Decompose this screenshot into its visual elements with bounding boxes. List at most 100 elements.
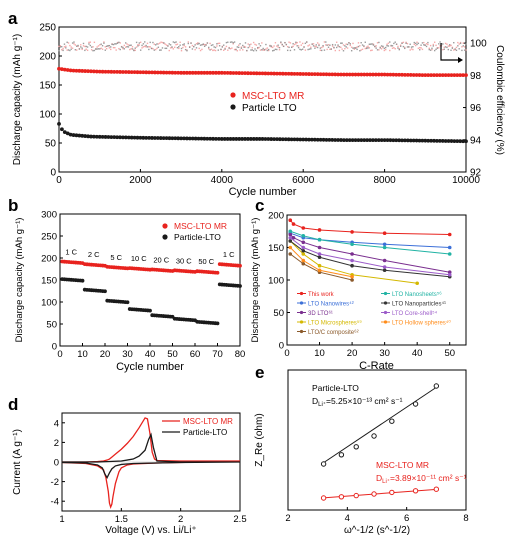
data-point bbox=[121, 135, 125, 140]
data-point bbox=[315, 137, 320, 142]
efficiency-point bbox=[398, 48, 401, 51]
data-point bbox=[135, 70, 140, 75]
efficiency-point bbox=[353, 48, 356, 50]
efficiency-point bbox=[386, 45, 388, 47]
efficiency-point bbox=[401, 42, 403, 45]
x-tick-label: 6000 bbox=[292, 175, 315, 186]
rate-label: 10 C bbox=[131, 254, 147, 263]
efficiency-point bbox=[105, 48, 108, 50]
data-point bbox=[350, 138, 355, 143]
efficiency-point bbox=[257, 47, 259, 50]
efficiency-point bbox=[447, 45, 450, 47]
efficiency-point bbox=[318, 43, 320, 46]
data-point bbox=[158, 70, 163, 75]
data-point bbox=[129, 70, 134, 75]
efficiency-point bbox=[63, 43, 66, 45]
efficiency-point bbox=[108, 47, 111, 49]
efficiency-point bbox=[397, 45, 399, 48]
x-tick-label: 40 bbox=[145, 349, 156, 360]
efficiency-point bbox=[92, 49, 94, 52]
data-point bbox=[371, 72, 375, 77]
efficiency-point bbox=[458, 48, 460, 50]
data-point bbox=[443, 73, 448, 78]
data-point bbox=[141, 70, 146, 75]
data-point bbox=[238, 284, 242, 288]
efficiency-point bbox=[306, 41, 308, 43]
efficiency-point bbox=[159, 49, 161, 51]
efficiency-point bbox=[348, 42, 350, 44]
efficiency-point bbox=[191, 44, 194, 47]
efficiency-point bbox=[243, 45, 245, 48]
data-point bbox=[350, 230, 354, 234]
efficiency-point bbox=[138, 42, 141, 44]
efficiency-point bbox=[78, 48, 81, 50]
data-point bbox=[246, 137, 250, 141]
data-point bbox=[388, 72, 393, 77]
efficiency-point bbox=[419, 49, 421, 51]
y-tick-label: 250 bbox=[39, 23, 56, 34]
efficiency-point bbox=[84, 49, 86, 52]
y-axis-label: Discharge capacity (mAh g⁻¹) bbox=[14, 218, 25, 343]
efficiency-point bbox=[412, 48, 414, 51]
efficiency-point bbox=[429, 44, 432, 47]
efficiency-point bbox=[214, 49, 217, 52]
data-point bbox=[109, 135, 114, 139]
data-point bbox=[132, 70, 137, 75]
data-point bbox=[301, 72, 306, 76]
data-point bbox=[288, 235, 293, 240]
data-point bbox=[403, 72, 407, 77]
y-tick-label: 250 bbox=[41, 232, 57, 243]
data-point bbox=[138, 70, 143, 75]
data-point bbox=[433, 383, 440, 389]
rate-label: 50 C bbox=[198, 257, 214, 266]
efficiency-point bbox=[346, 43, 349, 46]
data-point bbox=[153, 136, 157, 140]
efficiency-point bbox=[134, 49, 136, 52]
efficiency-point bbox=[315, 46, 317, 48]
efficiency-point bbox=[458, 43, 460, 45]
efficiency-point bbox=[389, 41, 391, 43]
efficiency-point bbox=[82, 42, 85, 45]
efficiency-point bbox=[410, 48, 413, 50]
data-point bbox=[288, 245, 293, 250]
efficiency-point bbox=[199, 44, 202, 46]
efficiency-point bbox=[399, 44, 402, 46]
data-point bbox=[150, 136, 154, 140]
efficiency-point bbox=[197, 42, 199, 44]
efficiency-point bbox=[252, 41, 255, 44]
data-point bbox=[368, 72, 372, 77]
efficiency-point bbox=[278, 46, 281, 49]
x-tick-label: 2.5 bbox=[233, 514, 246, 525]
efficiency-point bbox=[145, 44, 147, 47]
series-line bbox=[289, 219, 450, 235]
x-tick-label: 8 bbox=[463, 513, 468, 524]
data-point bbox=[118, 135, 122, 140]
data-point bbox=[443, 139, 448, 143]
data-point bbox=[129, 135, 134, 140]
efficiency-point bbox=[304, 42, 307, 45]
data-point bbox=[379, 72, 384, 77]
efficiency-point bbox=[139, 41, 142, 43]
efficiency-point bbox=[270, 45, 273, 47]
data-point bbox=[202, 70, 207, 75]
efficiency-point bbox=[239, 43, 241, 45]
data-point bbox=[80, 69, 85, 73]
efficiency-point bbox=[280, 41, 282, 43]
panel-label: e bbox=[255, 363, 264, 382]
data-point bbox=[368, 138, 372, 143]
efficiency-point bbox=[296, 45, 298, 47]
efficiency-point bbox=[202, 43, 204, 45]
data-point bbox=[426, 138, 431, 143]
efficiency-point bbox=[174, 41, 176, 44]
efficiency-point bbox=[124, 46, 127, 48]
data-point bbox=[289, 71, 294, 76]
data-point bbox=[350, 278, 354, 282]
y2-tick-label: 92 bbox=[470, 168, 482, 179]
efficiency-point bbox=[443, 46, 445, 49]
series-line bbox=[289, 237, 450, 276]
efficiency-point bbox=[360, 42, 362, 44]
efficiency-point bbox=[405, 42, 407, 44]
efficiency-point bbox=[168, 49, 170, 52]
efficiency-point bbox=[199, 49, 202, 52]
efficiency-point bbox=[254, 48, 256, 50]
